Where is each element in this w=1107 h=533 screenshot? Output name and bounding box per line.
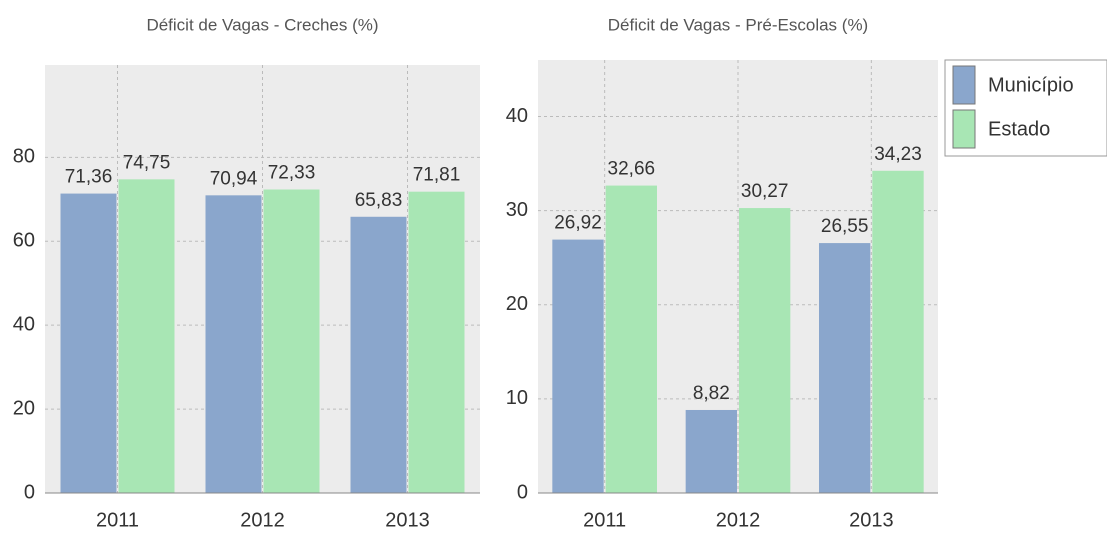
y-tick-label: 80 — [13, 146, 35, 168]
bar — [872, 170, 924, 494]
y-tick-label: 0 — [24, 481, 35, 503]
x-tick-label: 2012 — [240, 509, 285, 531]
bar — [408, 191, 465, 493]
chart-title: Déficit de Vagas - Pré-Escolas (%) — [608, 15, 868, 34]
legend-swatch — [952, 65, 976, 105]
bar — [350, 216, 407, 493]
y-tick-label: 40 — [506, 105, 528, 127]
x-tick-label: 2011 — [96, 509, 139, 531]
value-label: 71,36 — [65, 167, 113, 188]
x-tick-label: 2013 — [849, 509, 894, 531]
y-tick-label: 10 — [506, 387, 528, 409]
chart-title: Déficit de Vagas - Creches (%) — [146, 15, 378, 34]
bar — [263, 189, 320, 493]
x-tick-label: 2012 — [716, 509, 761, 531]
legend-swatch — [952, 109, 976, 149]
x-tick-label: 2011 — [583, 509, 626, 531]
bar — [605, 185, 657, 493]
y-tick-label: 60 — [13, 230, 35, 252]
bar — [685, 409, 737, 493]
value-label: 34,23 — [874, 144, 922, 165]
bar — [739, 208, 791, 493]
value-label: 74,75 — [123, 152, 171, 173]
y-tick-label: 20 — [13, 397, 35, 419]
value-label: 26,92 — [554, 213, 602, 234]
value-label: 8,82 — [693, 383, 730, 404]
value-label: 71,81 — [413, 165, 461, 186]
y-tick-label: 30 — [506, 199, 528, 221]
bar — [552, 239, 604, 493]
value-label: 72,33 — [268, 163, 316, 184]
y-tick-label: 20 — [506, 293, 528, 315]
value-label: 32,66 — [608, 159, 656, 180]
legend-label: Município — [988, 74, 1074, 96]
bar — [205, 195, 262, 493]
value-label: 26,55 — [821, 216, 869, 237]
legend-label: Estado — [988, 118, 1050, 140]
bar — [118, 179, 175, 493]
x-tick-label: 2013 — [385, 509, 430, 531]
value-label: 65,83 — [355, 190, 403, 211]
y-tick-label: 0 — [517, 481, 528, 503]
value-label: 30,27 — [741, 181, 789, 202]
bar — [60, 193, 117, 493]
value-label: 70,94 — [210, 168, 258, 189]
bar — [819, 243, 871, 493]
y-tick-label: 40 — [13, 313, 35, 335]
